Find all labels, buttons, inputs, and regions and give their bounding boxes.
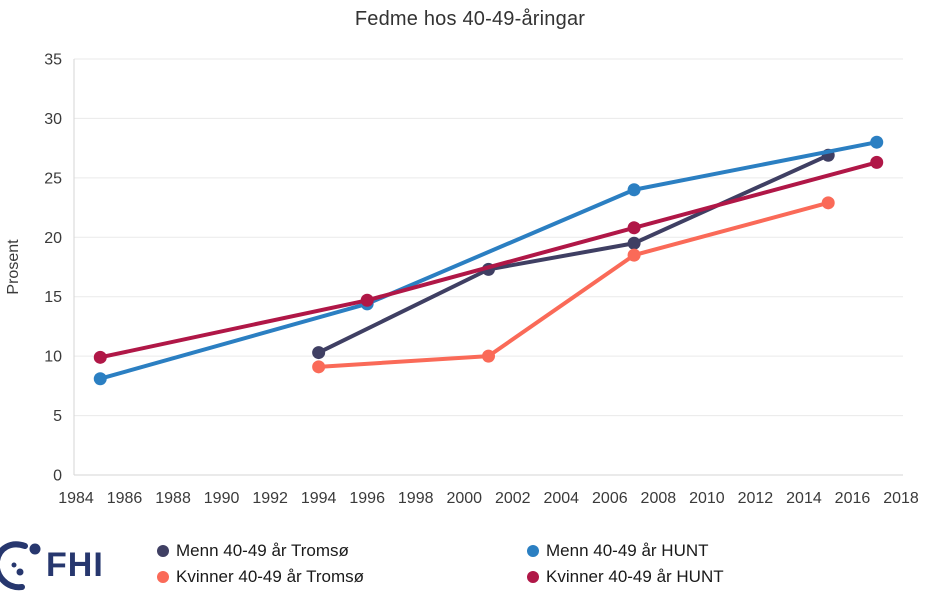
y-tick-label: 15: [44, 289, 62, 306]
chart-legend: Menn 40-49 år Tromsø Menn 40-49 år HUNT …: [157, 538, 897, 590]
series-line: [316, 153, 831, 355]
x-tick-label: 2004: [543, 490, 579, 507]
legend-item-kvinner-tromso: Kvinner 40-49 år Tromsø: [157, 567, 527, 587]
x-tick-label: 2012: [738, 490, 774, 507]
legend-item-menn-tromso: Menn 40-49 år Tromsø: [157, 541, 527, 561]
data-point: [821, 196, 835, 210]
y-tick-label: 0: [53, 468, 62, 485]
data-point: [627, 183, 641, 197]
x-tick-label: 1996: [349, 490, 385, 507]
x-tick-label: 2008: [641, 490, 677, 507]
series-line: [98, 160, 879, 360]
x-tick-label: 1992: [252, 490, 288, 507]
legend-marker-kvinner-hunt-icon: [527, 571, 539, 583]
fhi-logo-mark: [0, 541, 41, 591]
x-tick-label: 1998: [398, 490, 434, 507]
x-tick-label: 1984: [58, 490, 94, 507]
data-point: [482, 349, 495, 363]
fhi-logo: FHI: [0, 537, 130, 592]
y-tick-label: 5: [53, 408, 62, 425]
x-tick-label: 2014: [786, 490, 822, 507]
y-tick-label: 20: [44, 230, 62, 247]
data-point: [627, 248, 641, 262]
data-point: [627, 221, 641, 235]
x-tick-label: 1988: [155, 490, 191, 507]
x-tick-label: 2016: [835, 490, 871, 507]
data-point: [360, 293, 374, 307]
legend-label: Menn 40-49 år HUNT: [546, 541, 709, 560]
data-point: [312, 346, 326, 360]
legend-marker-menn-hunt-icon: [527, 545, 539, 557]
legend-label: Kvinner 40-49 år HUNT: [546, 567, 724, 586]
data-point: [627, 236, 641, 250]
legend-label: Menn 40-49 år Tromsø: [176, 541, 349, 560]
x-tick-label: 2000: [446, 490, 482, 507]
series-line: [98, 140, 879, 381]
data-point: [870, 135, 884, 149]
series-line: [316, 200, 831, 369]
y-tick-label: 35: [44, 52, 62, 69]
x-tick-label: 2006: [592, 490, 628, 507]
y-tick-label: 10: [44, 349, 62, 366]
legend-label: Kvinner 40-49 år Tromsø: [176, 567, 365, 586]
x-tick-label: 2002: [495, 490, 531, 507]
y-tick-label: 25: [44, 170, 62, 187]
x-tick-label: 1986: [107, 490, 143, 507]
y-axis-title: Prosent: [5, 239, 22, 295]
legend-marker-menn-tromso-icon: [157, 545, 169, 557]
legend-item-menn-hunt: Menn 40-49 år HUNT: [527, 541, 897, 561]
x-tick-label: 2018: [883, 490, 919, 507]
data-point: [93, 372, 107, 386]
y-tick-label: 30: [44, 111, 62, 128]
x-tick-label: 1990: [204, 490, 240, 507]
x-tick-label: 2010: [689, 490, 725, 507]
obesity-line-chart: 0 5 10 15 20 25 30 35 1984 1986 1988 1990 1992 1994 19…: [5, 52, 919, 508]
chart-title: Fedme hos 40-49-åringar: [354, 8, 586, 30]
x-tick-label: 1994: [301, 490, 337, 507]
fhi-logo-text: FHI: [46, 546, 104, 584]
data-point: [312, 360, 326, 374]
data-point: [93, 350, 107, 364]
legend-marker-kvinner-tromso-icon: [157, 571, 169, 583]
legend-item-kvinner-hunt: Kvinner 40-49 år HUNT: [527, 567, 897, 587]
data-point: [870, 155, 884, 169]
